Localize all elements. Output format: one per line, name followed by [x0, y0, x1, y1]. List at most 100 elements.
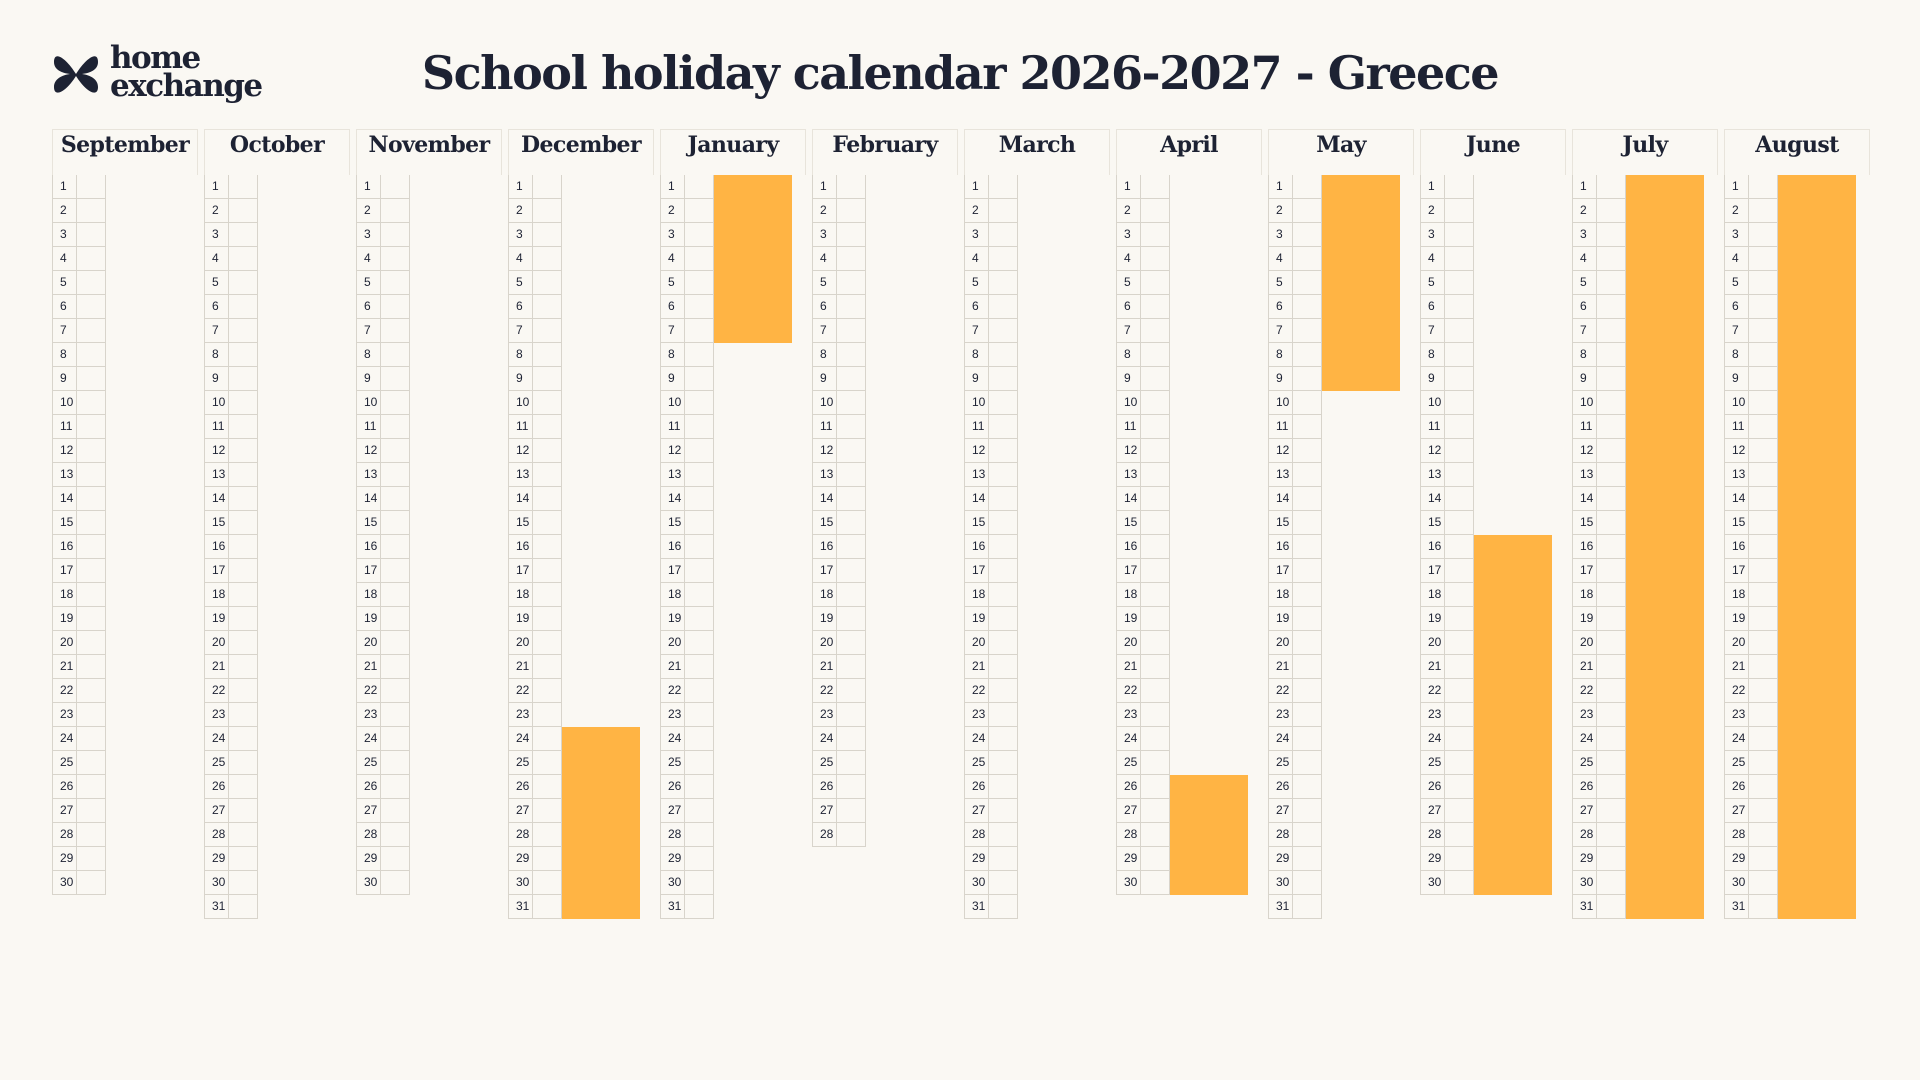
month-column-march: March 1 2 3 4 5 6 7 8 9 10 11 12 13 14 15 16 17 18 19 20 21 22…: [964, 129, 1110, 919]
day-cell: [1292, 223, 1322, 247]
day-number: 22: [204, 679, 228, 703]
day-cell: [532, 751, 562, 775]
day-number: 7: [812, 319, 836, 343]
day-number: 15: [1116, 511, 1140, 535]
day-number: 24: [1572, 727, 1596, 751]
day-row: 19: [204, 607, 350, 631]
day-row: 6: [1116, 295, 1262, 319]
day-number: 29: [1724, 847, 1748, 871]
day-cell: [988, 655, 1018, 679]
day-row: 27: [356, 799, 502, 823]
day-row: 1: [1724, 175, 1870, 199]
day-cell: [1292, 295, 1322, 319]
day-cell: [380, 391, 410, 415]
day-number: 22: [1116, 679, 1140, 703]
day-row: 16: [1116, 535, 1262, 559]
day-row: 19: [1572, 607, 1718, 631]
day-cell: [1748, 871, 1778, 895]
day-cell: [684, 247, 714, 271]
day-number: 11: [508, 415, 532, 439]
day-number: 23: [1420, 703, 1444, 727]
day-cell: [76, 511, 106, 535]
day-number: 9: [1724, 367, 1748, 391]
month-column-june: June 1 2 3 4 5 6 7 8 9 10 11 12 13 14 15 16 17 18 19 20 21 22 2…: [1420, 129, 1566, 895]
day-row: 23: [356, 703, 502, 727]
day-number: 6: [1116, 295, 1140, 319]
day-cell: [1444, 823, 1474, 847]
day-cell: [1292, 511, 1322, 535]
day-cell: [1140, 271, 1170, 295]
day-cell: [228, 799, 258, 823]
day-number: 4: [660, 247, 684, 271]
day-cell: [836, 223, 866, 247]
day-row: 28: [1724, 823, 1870, 847]
day-number: 19: [964, 607, 988, 631]
day-number: 26: [356, 775, 380, 799]
day-cell: [836, 415, 866, 439]
day-row: 11: [1572, 415, 1718, 439]
day-row: 4: [508, 247, 654, 271]
day-cell: [988, 343, 1018, 367]
day-cell: [76, 631, 106, 655]
day-cell: [684, 679, 714, 703]
day-number: 19: [1420, 607, 1444, 631]
day-cell: [1292, 271, 1322, 295]
day-row: 29: [356, 847, 502, 871]
day-cell: [988, 895, 1018, 919]
day-row: 25: [660, 751, 806, 775]
day-cell: [1444, 199, 1474, 223]
day-row: 15: [660, 511, 806, 535]
day-number: 30: [52, 871, 76, 895]
day-cell: [1140, 511, 1170, 535]
day-row: 2: [1116, 199, 1262, 223]
day-number: 20: [508, 631, 532, 655]
day-number: 6: [52, 295, 76, 319]
day-number: 25: [1724, 751, 1748, 775]
day-row: 30: [52, 871, 198, 895]
day-cell: [1596, 607, 1626, 631]
day-cell: [1748, 607, 1778, 631]
day-cell: [228, 343, 258, 367]
day-cell: [1140, 295, 1170, 319]
day-number: 20: [1116, 631, 1140, 655]
day-row: 22: [356, 679, 502, 703]
day-cell: [228, 559, 258, 583]
day-list: 1 2 3 4 5 6 7 8 9 10 11 12 13 14 15 16 17 18 19 20 21 22 23 24 2…: [204, 175, 350, 919]
day-cell: [1748, 463, 1778, 487]
day-number: 28: [204, 823, 228, 847]
day-number: 8: [52, 343, 76, 367]
day-row: 10: [660, 391, 806, 415]
day-number: 9: [356, 367, 380, 391]
day-number: 21: [964, 655, 988, 679]
day-list: 1 2 3 4 5 6 7 8 9 10 11 12 13 14 15 16 17 18 19 20 21 22 23 24 2…: [1572, 175, 1718, 919]
holiday-bar: [1322, 175, 1400, 391]
day-cell: [1140, 199, 1170, 223]
day-cell: [532, 631, 562, 655]
day-number: 27: [1116, 799, 1140, 823]
day-number: 30: [1116, 871, 1140, 895]
day-cell: [76, 823, 106, 847]
day-number: 15: [964, 511, 988, 535]
day-row: 4: [1116, 247, 1262, 271]
day-cell: [988, 271, 1018, 295]
day-cell: [1140, 703, 1170, 727]
day-row: 25: [52, 751, 198, 775]
day-row: 29: [1420, 847, 1566, 871]
day-row: 26: [508, 775, 654, 799]
day-number: 28: [52, 823, 76, 847]
day-row: 5: [1572, 271, 1718, 295]
day-cell: [532, 799, 562, 823]
day-cell: [1444, 487, 1474, 511]
day-cell: [988, 223, 1018, 247]
day-cell: [76, 439, 106, 463]
day-cell: [1596, 175, 1626, 199]
day-list: 1 2 3 4 5 6 7 8 9 10 11 12 13 14 15 16 17 18 19 20 21 22 23 24 2…: [1420, 175, 1566, 895]
day-cell: [532, 415, 562, 439]
day-cell: [380, 199, 410, 223]
day-row: 3: [356, 223, 502, 247]
day-number: 29: [660, 847, 684, 871]
day-row: 16: [812, 535, 958, 559]
logo-wordmark: home exchange: [110, 43, 263, 102]
day-cell: [532, 295, 562, 319]
day-row: 17: [1268, 559, 1414, 583]
